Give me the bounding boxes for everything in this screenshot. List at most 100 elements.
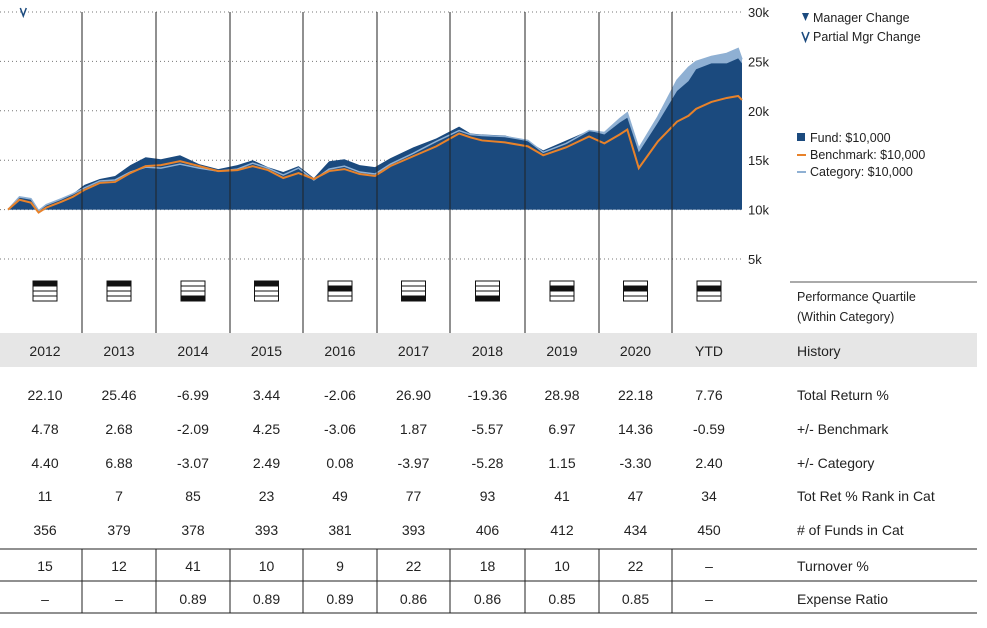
- year-column-dividers: [81, 12, 673, 333]
- table-cell: 434: [624, 522, 648, 538]
- fund-legend-swatch: [797, 133, 805, 141]
- y-axis-labels: 5k 10k 15k 20k 25k 30k: [748, 5, 769, 267]
- table-cell: 4.78: [31, 421, 58, 437]
- manager-change-markers: [19, 7, 27, 19]
- table-row-label: Expense Ratio: [797, 591, 888, 607]
- performance-table: 22.10 25.46 -6.99 3.44 -2.06 26.90 -19.36 28.98…: [27, 387, 934, 538]
- table-cell: 26.90: [396, 387, 431, 403]
- table-cell: –: [705, 558, 713, 574]
- table-cell: 25.46: [101, 387, 136, 403]
- table-cell: 15: [37, 558, 53, 574]
- history-year: 2018: [472, 343, 503, 359]
- category-line: [7, 47, 743, 212]
- table-cell: 49: [332, 488, 348, 504]
- table-row-label: Turnover %: [797, 558, 869, 574]
- table-cell: 22: [406, 558, 422, 574]
- manager-change-label: Manager Change: [813, 11, 910, 25]
- y-tick-label: 5k: [748, 252, 762, 267]
- table-row: 4.40 6.88 -3.07 2.49 0.08 -3.97 -5.28 1.15 -3.30…: [31, 455, 874, 471]
- y-tick-label: 10k: [748, 203, 769, 218]
- table-cell: –: [41, 591, 49, 607]
- table-cell: -3.07: [177, 455, 209, 471]
- table-cell: 4.25: [253, 421, 280, 437]
- table-cell: 23: [259, 488, 275, 504]
- quartile-icon: [254, 280, 279, 302]
- table-row: – – 0.89 0.89 0.89 0.86 0.86 0.85 0.85 – Expense R…: [41, 591, 888, 607]
- table-row: 4.78 2.68 -2.09 4.25 -3.06 1.87 -5.57 6.97 14.36…: [31, 421, 889, 437]
- table-cell: 6.97: [548, 421, 575, 437]
- table-cell: 28.98: [544, 387, 579, 403]
- table-cell: 379: [107, 522, 131, 538]
- fund-legend-label: Fund: $10,000: [810, 131, 891, 145]
- table-cell: 34: [701, 488, 717, 504]
- table-row: 11 7 85 23 49 77 93 41 47 34 Tot Ret % Rank in Cat: [38, 488, 935, 504]
- fund-area: [8, 58, 742, 211]
- chart-areas: [7, 47, 743, 214]
- table-cell: -5.28: [472, 455, 504, 471]
- quartile-icons: [32, 280, 722, 302]
- quartile-icon: [696, 280, 722, 302]
- table-cell: 381: [328, 522, 352, 538]
- table-cell: 0.86: [400, 591, 427, 607]
- benchmark-legend-label: Benchmark: $10,000: [810, 148, 925, 162]
- y-tick-label: 30k: [748, 5, 769, 20]
- table-cell: 10: [259, 558, 275, 574]
- history-band: [0, 333, 977, 367]
- table-cell: 4.40: [31, 455, 58, 471]
- table-cell: 93: [480, 488, 496, 504]
- table-cell: 3.44: [253, 387, 280, 403]
- series-legend: Fund: $10,000 Benchmark: $10,000 Categor…: [797, 131, 925, 179]
- history-year: 2013: [103, 343, 134, 359]
- table-row: 356 379 378 393 381 393 406 412 434 450 # of Funds…: [33, 522, 903, 538]
- table-cell: 85: [185, 488, 201, 504]
- history-year: 2016: [324, 343, 355, 359]
- benchmark-line: [7, 94, 743, 214]
- table-cell: -5.57: [472, 421, 504, 437]
- table-cell: 412: [550, 522, 574, 538]
- quartile-icon: [623, 280, 648, 302]
- table-cell: 41: [554, 488, 570, 504]
- table-cell: 0.89: [253, 591, 280, 607]
- table-cell: -19.36: [468, 387, 508, 403]
- table-cell: 77: [406, 488, 422, 504]
- table-row: 15 12 41 10 9 22 18 10 22 – Turnover %: [37, 558, 869, 574]
- quartile-label-line1: Performance Quartile: [797, 290, 916, 304]
- history-year: 2014: [177, 343, 208, 359]
- history-year: 2019: [546, 343, 577, 359]
- table-cell: 0.08: [326, 455, 353, 471]
- table-cell: 1.15: [548, 455, 575, 471]
- table-cell: -2.09: [177, 421, 209, 437]
- manager-change-icon: [802, 13, 809, 21]
- turnover-expense-table: 15 12 41 10 9 22 18 10 22 – Turnover % – – 0.89 0.89 0.…: [0, 548, 977, 614]
- table-cell: 7.76: [695, 387, 722, 403]
- table-cell: 2.49: [253, 455, 280, 471]
- history-year: YTD: [695, 343, 723, 359]
- table-cell: 0.85: [622, 591, 649, 607]
- partial-mgr-change-marker: [19, 7, 27, 19]
- table-cell: 2.68: [105, 421, 132, 437]
- table-cell: 14.36: [618, 421, 653, 437]
- table-cell: 22: [628, 558, 644, 574]
- table-row-label: +/- Benchmark: [797, 421, 889, 437]
- quartile-icon: [106, 280, 132, 302]
- history-label: History: [797, 343, 841, 359]
- quartile-icon: [475, 280, 500, 302]
- table-cell: 18: [480, 558, 496, 574]
- table-row-label: # of Funds in Cat: [797, 522, 904, 538]
- table-cell: 9: [336, 558, 344, 574]
- table-cell: -6.99: [177, 387, 209, 403]
- partial-mgr-change-icon: [801, 31, 810, 44]
- table-row: 22.10 25.46 -6.99 3.44 -2.06 26.90 -19.36 28.98…: [27, 387, 888, 403]
- y-tick-label: 15k: [748, 153, 769, 168]
- history-year: 2020: [620, 343, 651, 359]
- table-cell: 378: [181, 522, 205, 538]
- table-cell: -3.97: [398, 455, 430, 471]
- table-cell: 356: [33, 522, 57, 538]
- table-cell: 393: [255, 522, 279, 538]
- table-row-label: Total Return %: [797, 387, 889, 403]
- table-cell: 2.40: [695, 455, 722, 471]
- table-cell: 1.87: [400, 421, 427, 437]
- quartile-icon: [549, 280, 575, 302]
- table-cell: -2.06: [324, 387, 356, 403]
